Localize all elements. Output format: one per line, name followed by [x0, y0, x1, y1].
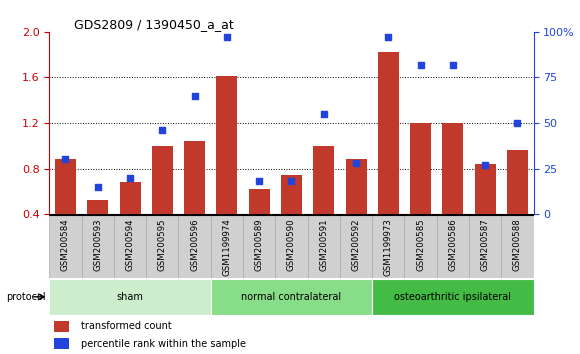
Bar [211, 215, 243, 278]
Bar [443, 123, 463, 214]
Bar [49, 215, 82, 278]
Bar [49, 279, 211, 315]
Text: GSM200584: GSM200584 [61, 218, 70, 271]
Text: protocol: protocol [6, 292, 45, 302]
Text: GSM200585: GSM200585 [416, 218, 425, 271]
Bar [469, 215, 501, 278]
Point [61, 156, 70, 162]
Bar [216, 76, 237, 214]
Point [93, 184, 102, 190]
Text: normal contralateral: normal contralateral [241, 292, 342, 302]
Bar [82, 215, 114, 278]
Point [158, 127, 167, 133]
Bar [507, 150, 528, 214]
Point [255, 178, 264, 184]
Text: GSM1199974: GSM1199974 [222, 218, 231, 276]
Bar [119, 182, 140, 214]
Point [222, 34, 231, 40]
Text: GSM200591: GSM200591 [319, 218, 328, 271]
Bar [211, 279, 372, 315]
Text: GSM200590: GSM200590 [287, 218, 296, 271]
Bar [249, 189, 270, 214]
Bar [243, 215, 276, 278]
Text: GSM200586: GSM200586 [448, 218, 458, 271]
Text: osteoarthritic ipsilateral: osteoarthritic ipsilateral [394, 292, 512, 302]
Point [125, 175, 135, 181]
Point [383, 34, 393, 40]
Bar [307, 215, 340, 278]
Text: GSM200589: GSM200589 [255, 218, 264, 271]
Bar [54, 321, 70, 332]
Bar [281, 176, 302, 214]
Point [416, 62, 425, 68]
Bar [501, 215, 534, 278]
Text: GSM200596: GSM200596 [190, 218, 199, 271]
Bar [152, 146, 173, 214]
Bar [346, 159, 367, 214]
Bar [372, 215, 404, 278]
Bar [404, 215, 437, 278]
Text: GSM1199973: GSM1199973 [384, 218, 393, 276]
Point [319, 111, 328, 117]
Text: GSM200592: GSM200592 [351, 218, 361, 271]
Bar [340, 215, 372, 278]
Text: GSM200595: GSM200595 [158, 218, 167, 271]
Bar [179, 215, 211, 278]
Bar [410, 123, 431, 214]
Bar [87, 200, 108, 214]
Text: GSM200593: GSM200593 [93, 218, 102, 271]
Text: sham: sham [117, 292, 143, 302]
Point [480, 162, 490, 168]
Point [190, 93, 200, 98]
Bar [114, 215, 146, 278]
Bar [55, 159, 76, 214]
Point [287, 178, 296, 184]
Bar [378, 52, 399, 214]
Text: GSM200587: GSM200587 [481, 218, 490, 271]
Bar [184, 141, 205, 214]
Text: percentile rank within the sample: percentile rank within the sample [81, 339, 246, 349]
Bar [146, 215, 179, 278]
Bar [54, 338, 70, 349]
Bar [276, 215, 307, 278]
Bar [313, 146, 334, 214]
Bar [437, 215, 469, 278]
Bar [372, 279, 534, 315]
Text: GSM200588: GSM200588 [513, 218, 522, 271]
Point [351, 160, 361, 166]
Bar [474, 164, 496, 214]
Text: GDS2809 / 1390450_a_at: GDS2809 / 1390450_a_at [74, 18, 233, 31]
Point [513, 120, 522, 126]
Point [448, 62, 458, 68]
Text: transformed count: transformed count [81, 321, 172, 331]
Text: GSM200594: GSM200594 [125, 218, 135, 271]
